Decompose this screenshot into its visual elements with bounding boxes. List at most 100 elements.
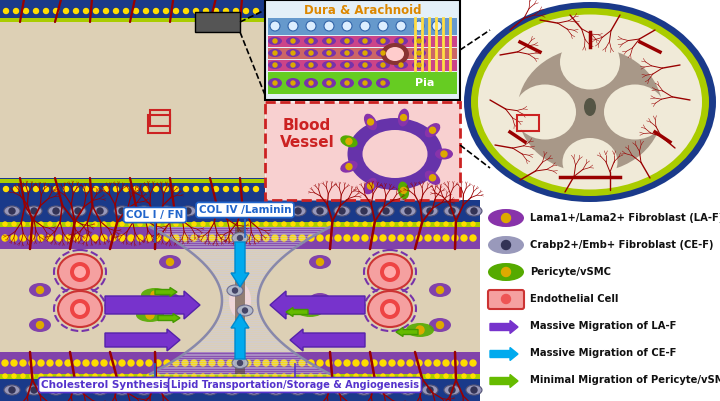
Circle shape <box>295 208 301 214</box>
Circle shape <box>453 374 457 378</box>
Ellipse shape <box>334 385 350 395</box>
Circle shape <box>114 8 119 14</box>
Circle shape <box>383 208 389 214</box>
Circle shape <box>381 51 385 55</box>
Ellipse shape <box>400 385 416 395</box>
FancyBboxPatch shape <box>488 290 524 309</box>
Ellipse shape <box>464 2 716 202</box>
Ellipse shape <box>386 47 404 61</box>
Text: Cholesterol Synthesis: Cholesterol Synthesis <box>41 380 169 390</box>
Ellipse shape <box>296 303 324 317</box>
Circle shape <box>173 360 179 366</box>
Ellipse shape <box>381 43 409 65</box>
Circle shape <box>381 374 385 378</box>
Circle shape <box>120 374 124 378</box>
Circle shape <box>147 222 151 226</box>
Bar <box>235 227 245 374</box>
Bar <box>0 200 480 401</box>
Circle shape <box>309 63 313 67</box>
Ellipse shape <box>378 385 394 395</box>
Ellipse shape <box>488 209 524 227</box>
Circle shape <box>34 8 38 14</box>
Circle shape <box>378 21 388 31</box>
Circle shape <box>327 51 331 55</box>
Circle shape <box>363 222 367 226</box>
Circle shape <box>317 296 323 304</box>
Bar <box>0 379 480 401</box>
Circle shape <box>273 208 279 214</box>
Circle shape <box>306 21 316 31</box>
Ellipse shape <box>237 305 253 316</box>
Circle shape <box>37 286 43 294</box>
Circle shape <box>4 186 9 192</box>
Circle shape <box>124 8 128 14</box>
Circle shape <box>272 235 278 241</box>
Circle shape <box>237 374 241 378</box>
Circle shape <box>141 208 147 214</box>
Ellipse shape <box>412 49 426 57</box>
Circle shape <box>390 374 394 378</box>
Circle shape <box>346 164 352 170</box>
Ellipse shape <box>364 178 377 194</box>
Ellipse shape <box>348 118 443 190</box>
Ellipse shape <box>136 206 152 216</box>
Ellipse shape <box>364 114 377 130</box>
Ellipse shape <box>141 288 169 302</box>
Circle shape <box>209 360 215 366</box>
Ellipse shape <box>394 61 408 69</box>
FancyArrow shape <box>490 348 518 360</box>
Circle shape <box>327 81 331 85</box>
FancyArrow shape <box>286 308 308 316</box>
Circle shape <box>345 63 349 67</box>
Ellipse shape <box>488 236 524 254</box>
Circle shape <box>273 374 277 378</box>
Ellipse shape <box>268 385 284 395</box>
Circle shape <box>119 208 125 214</box>
Circle shape <box>47 235 53 241</box>
Ellipse shape <box>394 49 408 57</box>
Ellipse shape <box>334 206 350 216</box>
Circle shape <box>400 187 407 193</box>
Circle shape <box>291 81 295 85</box>
Circle shape <box>94 186 99 192</box>
Circle shape <box>31 208 37 214</box>
Circle shape <box>470 360 476 366</box>
Ellipse shape <box>322 61 336 69</box>
FancyArrow shape <box>290 329 365 351</box>
Circle shape <box>405 387 411 393</box>
Circle shape <box>360 21 370 31</box>
Circle shape <box>416 235 422 241</box>
Circle shape <box>371 235 377 241</box>
Circle shape <box>53 186 58 192</box>
Circle shape <box>110 360 116 366</box>
Circle shape <box>317 208 323 214</box>
Circle shape <box>389 235 395 241</box>
Circle shape <box>218 235 224 241</box>
Circle shape <box>191 235 197 241</box>
Circle shape <box>227 360 233 366</box>
Circle shape <box>436 286 444 294</box>
Ellipse shape <box>358 78 372 88</box>
Ellipse shape <box>286 61 300 69</box>
Ellipse shape <box>227 285 243 296</box>
Circle shape <box>254 360 260 366</box>
Circle shape <box>245 360 251 366</box>
Circle shape <box>3 222 7 226</box>
Ellipse shape <box>136 385 152 395</box>
Circle shape <box>405 208 411 214</box>
Circle shape <box>243 186 248 192</box>
Circle shape <box>56 235 62 241</box>
Bar <box>0 22 265 178</box>
Bar <box>0 374 480 379</box>
Circle shape <box>156 222 160 226</box>
Bar <box>195 12 240 32</box>
Ellipse shape <box>362 130 428 178</box>
Circle shape <box>346 138 352 144</box>
Circle shape <box>30 222 34 226</box>
Circle shape <box>228 222 232 226</box>
Circle shape <box>12 374 16 378</box>
Circle shape <box>309 374 313 378</box>
Circle shape <box>56 360 62 366</box>
Circle shape <box>243 308 248 313</box>
FancyArrow shape <box>231 242 249 287</box>
